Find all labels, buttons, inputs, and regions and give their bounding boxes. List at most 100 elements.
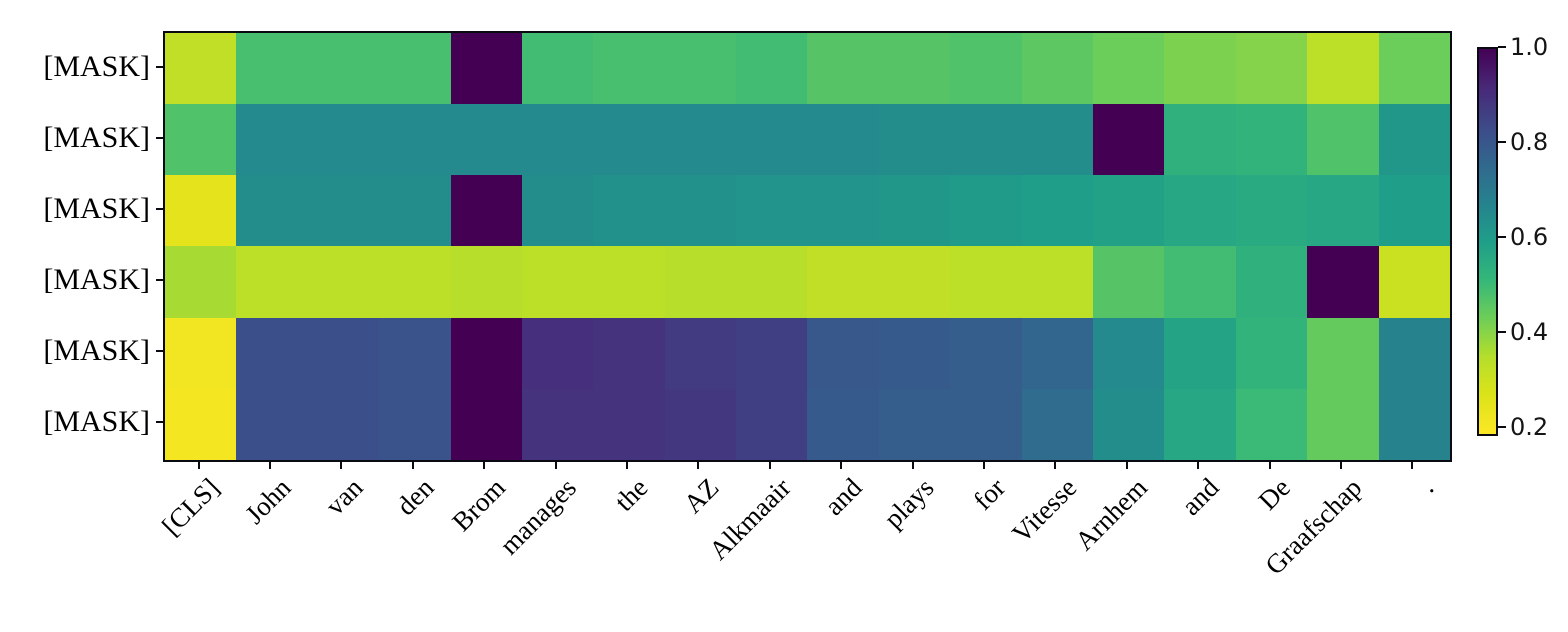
heatmap-cell — [450, 33, 522, 105]
heatmap-cell — [664, 317, 737, 389]
colorbar-tick-label: 1.0 — [1510, 33, 1549, 61]
x-tick-label: plays — [877, 472, 940, 534]
y-tick-mark — [156, 207, 165, 210]
heatmap-cell — [165, 104, 237, 176]
heatmap-cell — [236, 246, 308, 318]
heatmap-cell — [307, 388, 380, 460]
heatmap-cell — [1235, 104, 1308, 176]
heatmap-cell — [1021, 175, 1094, 247]
y-tick-mark — [156, 136, 165, 139]
colorbar-tick-label: 0.8 — [1510, 127, 1549, 156]
x-tick-mark — [982, 460, 985, 469]
heatmap-cell — [1093, 388, 1165, 460]
heatmap-cell — [521, 175, 594, 247]
x-tick-label: and — [1175, 472, 1225, 522]
heatmap-cell — [307, 104, 380, 176]
x-tick-label: van — [319, 472, 368, 522]
heatmap-cell — [450, 388, 522, 460]
heatmap-cell — [379, 388, 451, 460]
heatmap-cell — [878, 104, 951, 176]
heatmap-cell — [807, 317, 879, 389]
x-tick-label: den — [390, 472, 440, 522]
heatmap-cell — [950, 175, 1022, 247]
x-tick-mark — [1339, 460, 1342, 469]
heatmap-cell — [1378, 175, 1450, 247]
colorbar-tick-mark — [1498, 425, 1506, 428]
heatmap-cell — [1235, 175, 1308, 247]
x-tick-mark — [411, 460, 414, 469]
y-tick-label: [MASK] — [43, 49, 150, 83]
heatmap-cell — [450, 104, 522, 176]
x-tick-mark — [1054, 460, 1057, 469]
x-tick-mark — [1125, 460, 1128, 469]
x-tick-label: the — [608, 472, 654, 517]
heatmap-cell — [165, 33, 237, 105]
heatmap-cell — [736, 175, 808, 247]
x-tick-label: De — [1252, 472, 1297, 516]
y-tick-label: [MASK] — [43, 120, 150, 154]
heatmap-cell — [950, 33, 1022, 105]
x-tick-mark — [197, 460, 200, 469]
heatmap-cell — [379, 175, 451, 247]
heatmap — [165, 33, 1450, 460]
heatmap-cell — [1021, 388, 1094, 460]
heatmap-cell — [950, 317, 1022, 389]
heatmap-cell — [450, 175, 522, 247]
heatmap-cell — [1235, 317, 1308, 389]
heatmap-cell — [379, 317, 451, 389]
heatmap-cell — [1093, 104, 1165, 176]
heatmap-cell — [1378, 317, 1450, 389]
y-tick-label: [MASK] — [43, 334, 150, 368]
heatmap-cell — [1307, 246, 1379, 318]
heatmap-cell — [521, 388, 594, 460]
heatmap-cell — [521, 104, 594, 176]
colorbar-tick-mark — [1498, 46, 1506, 48]
heatmap-cell — [1307, 33, 1379, 105]
heatmap-cell — [1378, 388, 1450, 460]
heatmap-cell — [307, 175, 380, 247]
heatmap-cell — [165, 388, 237, 460]
heatmap-cell — [664, 175, 737, 247]
x-tick-mark — [1197, 460, 1200, 469]
x-tick-mark — [1268, 460, 1271, 469]
heatmap-cell — [379, 246, 451, 318]
heatmap-cell — [1093, 246, 1165, 318]
x-tick-label: Arnhem — [1069, 472, 1154, 557]
heatmap-cell — [664, 388, 737, 460]
heatmap-cell — [593, 104, 665, 176]
y-tick-mark — [156, 350, 165, 353]
heatmap-cell — [1164, 388, 1236, 460]
x-tick-mark — [483, 460, 486, 469]
y-tick-mark — [156, 65, 165, 68]
heatmap-cell — [307, 317, 380, 389]
colorbar-tick-mark — [1498, 235, 1506, 238]
heatmap-cell — [236, 175, 308, 247]
heatmap-cell — [521, 317, 594, 389]
heatmap-cell — [736, 317, 808, 389]
heatmap-cell — [1021, 33, 1094, 105]
x-tick-label: and — [818, 472, 868, 522]
heatmap-cell — [521, 33, 594, 105]
x-tick-mark — [626, 460, 629, 469]
heatmap-cell — [807, 175, 879, 247]
heatmap-cell — [1021, 104, 1094, 176]
heatmap-cell — [950, 388, 1022, 460]
heatmap-cell — [1378, 246, 1450, 318]
x-tick-label: manages — [494, 472, 583, 561]
heatmap-cell — [236, 388, 308, 460]
x-tick-mark — [269, 460, 272, 469]
heatmap-cell — [950, 246, 1022, 318]
heatmap-cell — [1093, 33, 1165, 105]
heatmap-cell — [593, 317, 665, 389]
heatmap-cell — [165, 175, 237, 247]
y-tick-mark — [156, 421, 165, 424]
colorbar-tick-mark — [1498, 330, 1506, 333]
heatmap-cell — [593, 388, 665, 460]
heatmap-cell — [1164, 246, 1236, 318]
heatmap-cell — [1021, 246, 1094, 318]
heatmap-cell — [736, 104, 808, 176]
heatmap-cell — [664, 33, 737, 105]
x-tick-mark — [340, 460, 343, 469]
heatmap-cell — [1307, 175, 1379, 247]
